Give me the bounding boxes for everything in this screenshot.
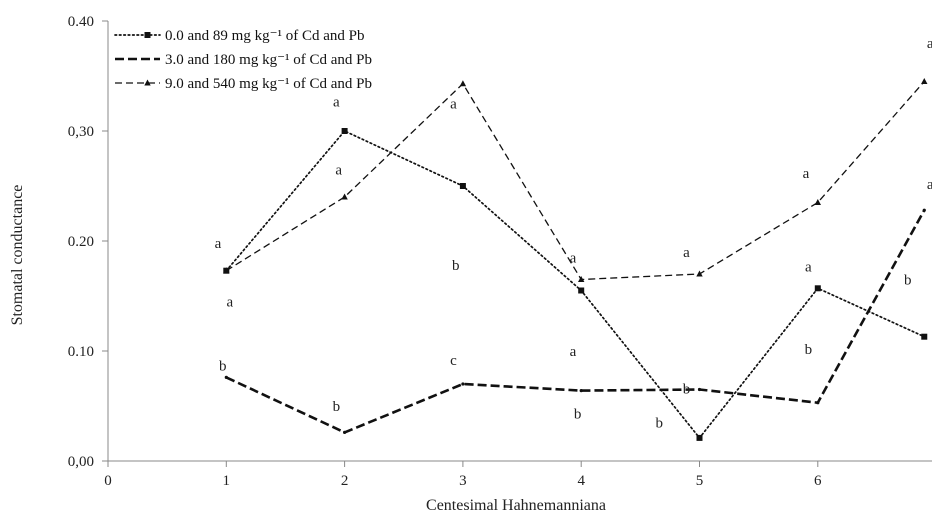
data-point: [343, 430, 347, 434]
series-2: [224, 208, 926, 434]
significance-letter: a: [450, 97, 457, 113]
significance-letter: b: [656, 416, 664, 432]
significance-letter: a: [683, 245, 690, 261]
data-point: [461, 382, 465, 386]
significance-letter: a: [927, 36, 932, 52]
data-point: [696, 270, 703, 277]
x-tick-label: 0: [104, 473, 112, 489]
y-axis-title: Stomatal conductance: [9, 185, 26, 326]
x-tick-label: 6: [814, 473, 822, 489]
x-tick-label: 3: [459, 473, 467, 489]
series-3: [223, 78, 928, 282]
significance-letter: a: [335, 163, 342, 179]
data-point: [341, 193, 348, 200]
legend-label: 3.0 and 180 mg kg⁻¹ of Cd and Pb: [165, 52, 372, 68]
significance-letter: c: [450, 353, 457, 369]
legend-label: 9.0 and 540 mg kg⁻¹ of Cd and Pb: [165, 76, 372, 92]
data-point: [922, 208, 926, 212]
legend-item: 9.0 and 540 mg kg⁻¹ of Cd and Pb: [115, 76, 372, 92]
y-tick-label: 0.10: [68, 344, 94, 360]
series-line: [225, 129, 926, 440]
significance-letter: b: [219, 358, 227, 374]
series-1: [223, 128, 928, 441]
significance-letter: a: [570, 344, 577, 360]
significance-letter: b: [683, 381, 691, 397]
legend-marker: [144, 32, 151, 38]
data-point: [224, 375, 228, 379]
x-tick-label: 5: [696, 473, 704, 489]
data-point: [578, 276, 585, 282]
x-axis-title: Centesimal Hahnemanniana: [426, 497, 606, 512]
legend-item: 3.0 and 180 mg kg⁻¹ of Cd and Pb: [115, 52, 372, 68]
data-point: [696, 434, 703, 441]
significance-letter: a: [803, 166, 810, 182]
significance-letter: b: [452, 258, 460, 274]
significance-letter: a: [570, 251, 577, 267]
data-point: [921, 333, 928, 340]
significance-letter: b: [805, 342, 813, 358]
significance-letter: a: [927, 177, 932, 193]
significance-letter: b: [333, 399, 341, 415]
significance-letter: b: [904, 273, 912, 289]
y-tick-label: 0.40: [68, 14, 94, 30]
data-point: [814, 285, 821, 292]
data-point: [459, 183, 466, 189]
series-line: [225, 209, 926, 434]
legend-item: 0.0 and 89 mg kg⁻¹ of Cd and Pb: [114, 28, 365, 44]
legend-label: 0.0 and 89 mg kg⁻¹ of Cd and Pb: [165, 28, 365, 44]
y-tick-label: 0,30: [68, 124, 94, 140]
x-tick-label: 1: [223, 473, 231, 489]
data-point: [578, 287, 585, 294]
data-point: [921, 78, 928, 84]
legend: 0.0 and 89 mg kg⁻¹ of Cd and Pb 3.0 and 1…: [114, 28, 372, 92]
x-tick-label: 4: [577, 473, 585, 489]
x-tick-label: 2: [341, 473, 349, 489]
significance-letter: a: [333, 94, 340, 110]
significance-letter: b: [574, 407, 582, 423]
data-point: [579, 389, 583, 393]
data-point: [697, 387, 702, 392]
y-tick-label: 0,00: [68, 454, 94, 470]
significance-letter: a: [805, 259, 812, 275]
data-point: [814, 199, 821, 205]
data-point: [459, 80, 467, 87]
data-point: [341, 128, 348, 134]
data-point: [223, 267, 230, 274]
data-point: [816, 401, 820, 405]
y-tick-label: 0.20: [68, 234, 94, 250]
legend-marker: [144, 79, 151, 86]
significance-letter: a: [227, 295, 234, 311]
significance-letter: a: [215, 236, 222, 252]
